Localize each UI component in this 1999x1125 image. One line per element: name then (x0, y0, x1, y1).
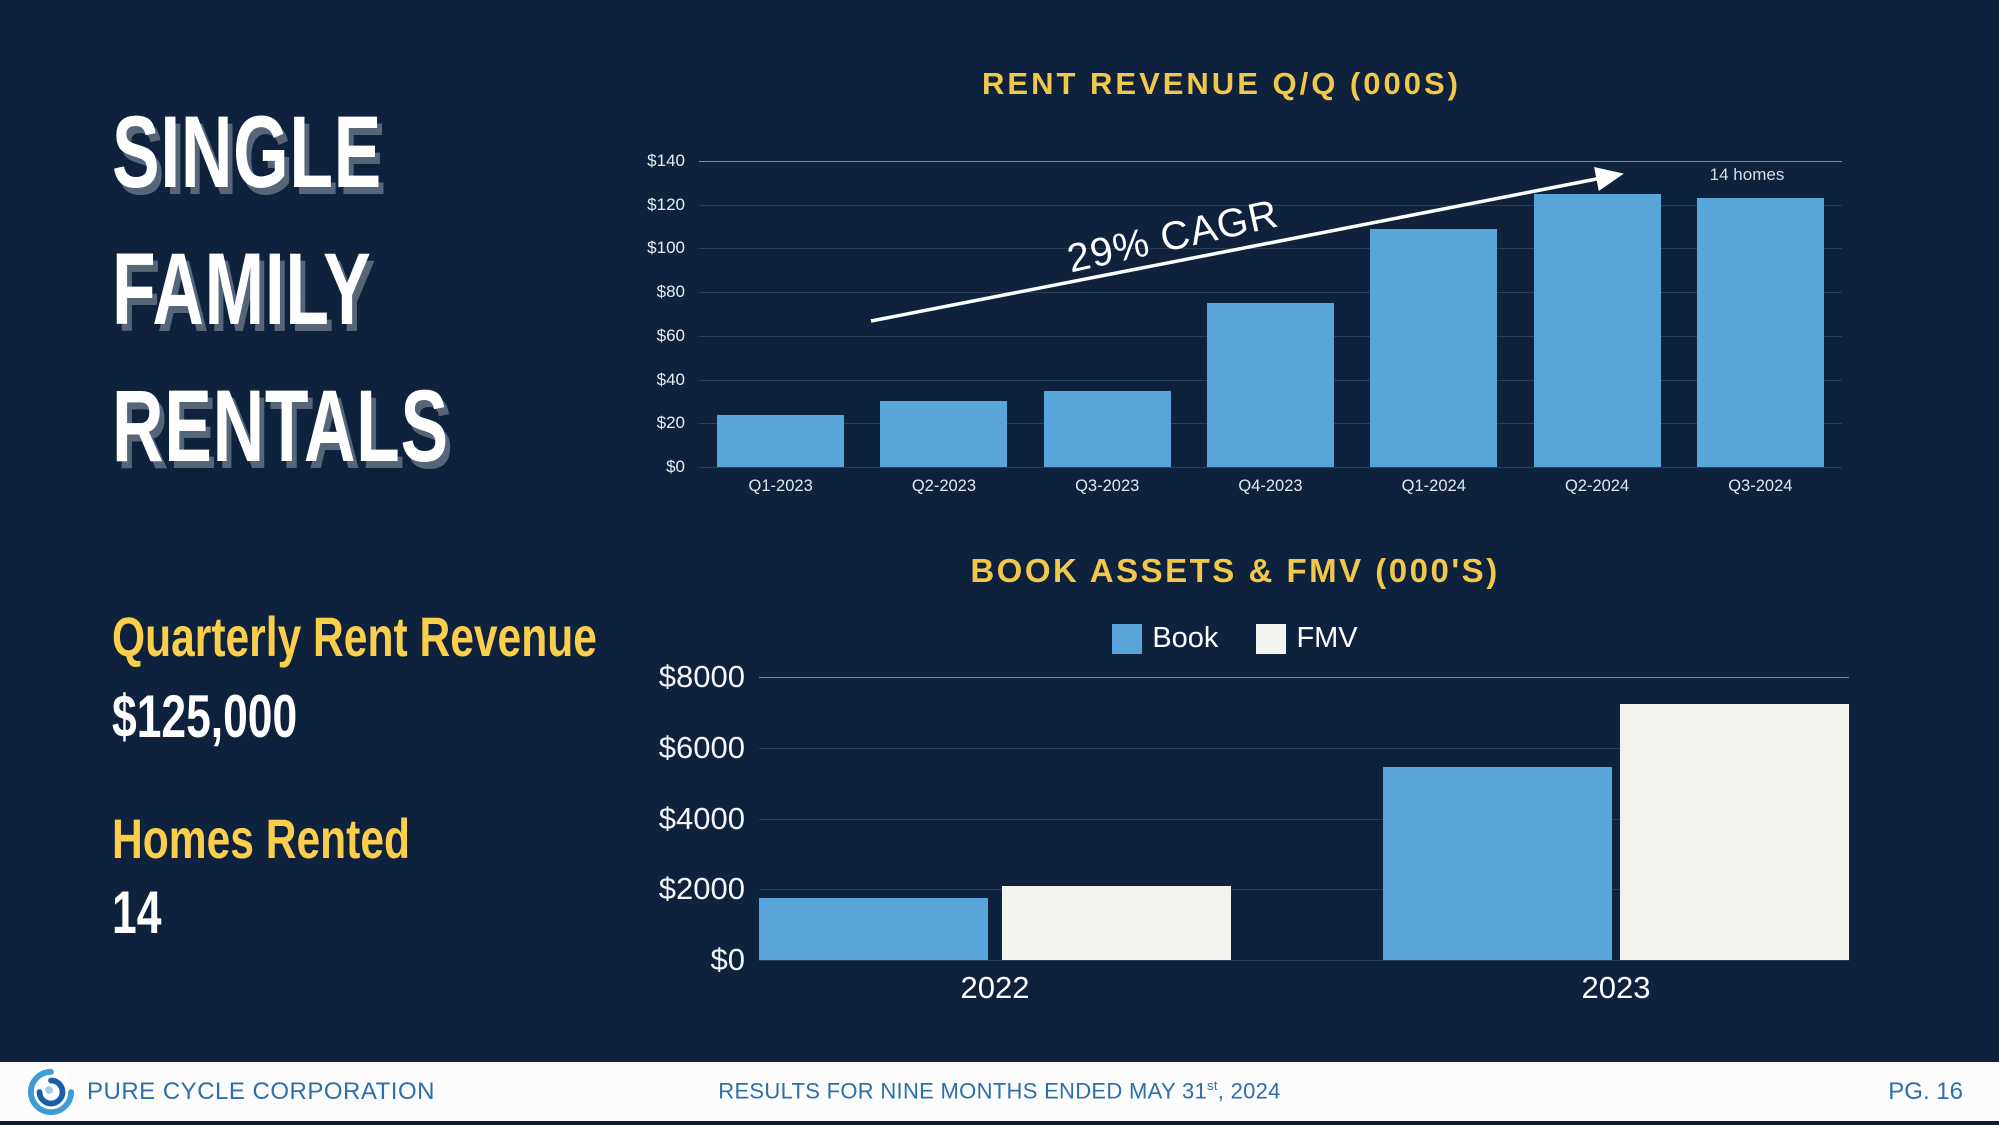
gridline (759, 747, 1849, 749)
homes-rented-label: Homes Rented (112, 807, 410, 870)
y-tick-label: $60 (656, 325, 685, 345)
y-tick-label: $120 (647, 194, 685, 214)
y-tick-label: $80 (656, 282, 685, 302)
gridline (699, 292, 1842, 294)
bar-slot (1026, 161, 1189, 467)
x-tick-label: Q4-2023 (1238, 477, 1303, 495)
bar-slot (1515, 161, 1678, 467)
legend-fmv-label: FMV (1296, 622, 1358, 654)
rent-chart-x-axis: Q1-2023 Q2-2023 Q3-2023 Q4-2023 Q1-2024 Q2-20… (699, 477, 1842, 496)
x-tick-label: Q3-2023 (1075, 477, 1140, 495)
title-line-3: RENTALS (112, 369, 449, 483)
y-tick-label: $100 (647, 238, 685, 258)
bar-group-2022 (759, 885, 1231, 960)
book-fmv-plot: 2022 2023 (759, 677, 1849, 1005)
gridline (759, 960, 1849, 961)
gridline (699, 467, 1842, 468)
y-tick-label: $20 (656, 413, 685, 433)
book-fmv-chart-title: BOOK ASSETS & FMV (000'S) (970, 552, 1500, 589)
rent-bar-Q2-2024 (1533, 193, 1661, 467)
gridline (759, 677, 1849, 678)
book-fmv-y-axis: $0 $2000 $4000 $6000 $8000 (545, 659, 745, 977)
bar-slot (862, 161, 1025, 467)
y-tick-label: $0 (666, 457, 685, 476)
homes-count-annotation: 14 homes (1709, 165, 1785, 184)
gridline (699, 161, 1842, 162)
legend-item-fmv: FMV (1256, 622, 1358, 655)
title-line-2: FAMILY (112, 232, 372, 346)
x-tick-label: Q2-2023 (911, 477, 977, 495)
y-tick-label: $8000 (658, 659, 745, 694)
y-tick-label: $2000 (658, 871, 745, 907)
x-label-2023: 2023 (1581, 970, 1651, 1005)
footer-center-text: RESULTS FOR NINE MONTHS ENDED MAY 31st, … (0, 1062, 1999, 1121)
gridline (759, 818, 1849, 820)
fmv-swatch (1256, 623, 1287, 654)
legend-item-book: Book (1112, 622, 1218, 655)
bar-slot (1189, 161, 1352, 467)
x-label-2022: 2022 (960, 970, 1030, 1005)
book-bar-2023 (1383, 767, 1612, 960)
book-fmv-gridlines (759, 677, 1849, 961)
rent-revenue-chart-title: RENT REVENUE Q/Q (000S) (982, 66, 1461, 101)
homes-rented-value: 14 (112, 879, 162, 946)
gridline (759, 889, 1849, 891)
legend-book-label: Book (1152, 622, 1219, 654)
x-tick-label: Q1-2023 (748, 477, 813, 495)
bar-group-2023 (1383, 703, 1849, 960)
rent-bar-Q2-2023 (880, 401, 1008, 467)
title-line-1: SINGLE (112, 95, 383, 209)
quarterly-rent-revenue-label: Quarterly Rent Revenue (112, 605, 597, 668)
bar-slot (699, 161, 862, 467)
rent-chart-plot: 29% CAGR 14 homes (699, 161, 1842, 468)
page-number: PG. 16 (1888, 1077, 1963, 1105)
bar-slot (1352, 161, 1515, 467)
rent-bar-Q4-2023 (1206, 303, 1334, 467)
rent-bar-Q1-2024 (1370, 228, 1498, 467)
rent-bar-Q1-2023 (717, 414, 845, 467)
x-tick-label: Q1-2024 (1401, 477, 1466, 495)
book-bar-2022 (759, 898, 988, 960)
fmv-bar-2022 (1002, 885, 1231, 960)
rent-chart-bars (699, 161, 1842, 467)
y-tick-label: $140 (647, 151, 685, 170)
rent-chart-y-axis: $0 $20 $40 $60 $80 $100 $120 $140 (545, 151, 685, 476)
pure-cycle-logo-icon (28, 1068, 74, 1115)
quarterly-rent-revenue-value: $125,000 (112, 683, 298, 750)
y-tick-label: $4000 (658, 800, 745, 836)
slide-title: SINGLE FAMILY RENTALS (112, 84, 593, 495)
footer-center-prefix: RESULTS FOR NINE MONTHS ENDED MAY 31 (718, 1078, 1208, 1104)
y-tick-label: $6000 (658, 729, 745, 765)
footer-center-suffix: , 2024 (1217, 1078, 1281, 1104)
y-tick-label: $40 (656, 369, 685, 389)
x-tick-label: Q3-2024 (1728, 477, 1793, 495)
company-name: PURE CYCLE CORPORATION (87, 1077, 435, 1105)
bar-slot (1679, 161, 1842, 467)
rent-bar-Q3-2024 (1696, 198, 1824, 467)
cagr-trend-arrow (870, 167, 1624, 323)
gridline (699, 204, 1842, 206)
rent-bar-Q3-2023 (1043, 390, 1171, 467)
book-fmv-legend: Book FMV (690, 622, 1780, 655)
y-tick-label: $0 (710, 942, 745, 977)
footer: PURE CYCLE CORPORATION RESULTS FOR NINE … (0, 1062, 1999, 1125)
x-tick-label: Q2-2024 (1564, 477, 1630, 495)
gridline (699, 248, 1842, 250)
footer-left: PURE CYCLE CORPORATION (28, 1062, 435, 1121)
fmv-bar-2023 (1620, 703, 1849, 960)
book-swatch (1112, 623, 1143, 654)
footer-center-sup: st (1207, 1078, 1218, 1094)
